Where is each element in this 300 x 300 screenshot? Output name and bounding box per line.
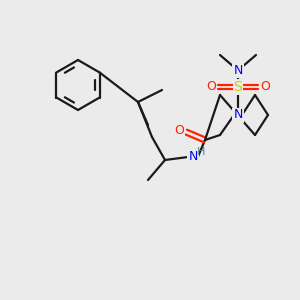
Text: O: O bbox=[174, 124, 184, 136]
Text: H: H bbox=[197, 147, 205, 157]
Text: N: N bbox=[233, 64, 243, 76]
Text: N: N bbox=[188, 151, 198, 164]
Text: N: N bbox=[233, 109, 243, 122]
Text: O: O bbox=[206, 80, 216, 94]
Text: O: O bbox=[260, 80, 270, 94]
Text: S: S bbox=[234, 80, 242, 94]
